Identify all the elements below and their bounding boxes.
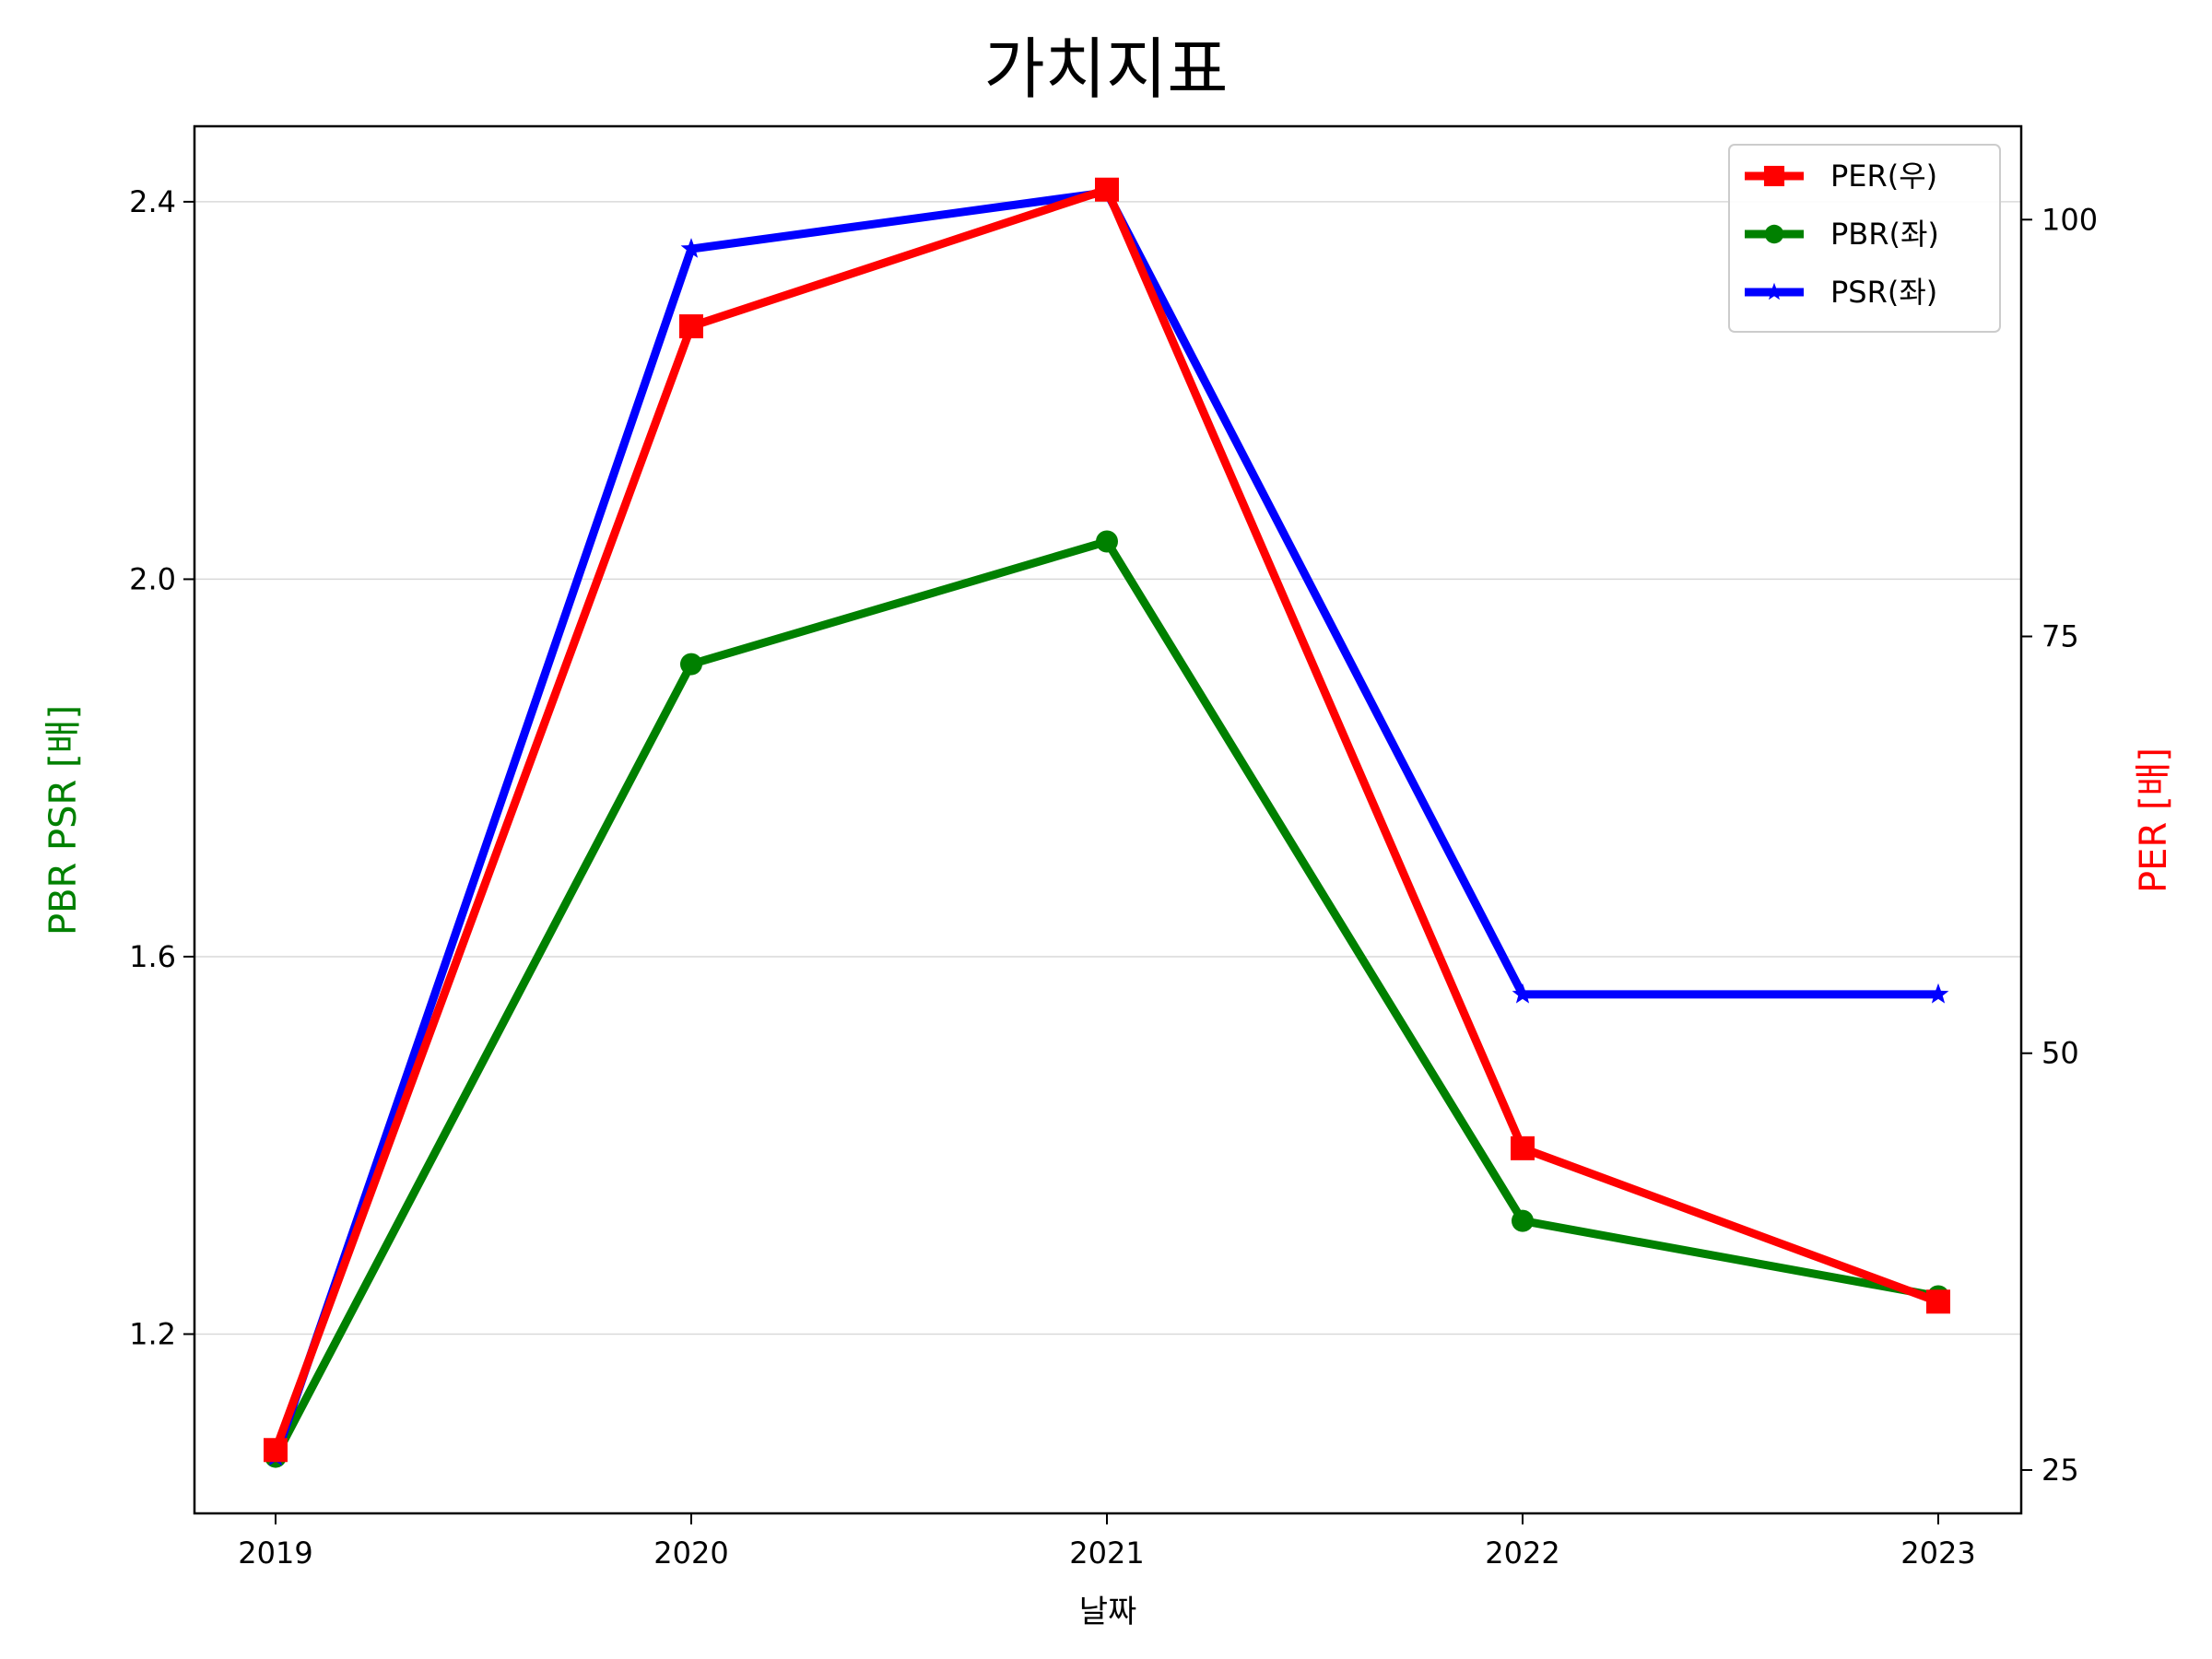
x-tick-label: 2020 xyxy=(653,1535,728,1571)
right-tick-label: 100 xyxy=(2041,202,2098,237)
data-point-pbr xyxy=(680,653,702,676)
series-pbr xyxy=(265,530,1949,1468)
legend-label-pbr: PBR(좌) xyxy=(1830,217,1939,252)
x-tick-label: 2022 xyxy=(1485,1535,1559,1571)
data-point-psr xyxy=(1512,982,1534,1004)
data-point-per xyxy=(1511,1135,1535,1160)
legend-box xyxy=(1728,144,2001,333)
data-point-pbr xyxy=(1512,1209,1534,1232)
data-point-psr xyxy=(1927,982,1949,1004)
left-tick-label: 2.4 xyxy=(129,184,176,219)
left-tick-label: 2.0 xyxy=(129,561,176,596)
right-axis-label: PER [배] xyxy=(2133,747,2175,893)
legend: PER(우) PBR(좌) PSR(좌) xyxy=(1728,144,2001,333)
left-axis-label: PBR PSR [배] xyxy=(42,705,85,935)
data-point-psr xyxy=(680,238,702,258)
data-point-per xyxy=(264,1438,288,1463)
series-layer xyxy=(264,177,1950,1468)
ticks-layer: 1.2 1.6 2.0 2.4 25 50 75 100 2019 2020 2021 2022 202… xyxy=(129,184,2098,1571)
data-point-per xyxy=(1095,177,1119,202)
x-tick-label: 2021 xyxy=(1069,1535,1144,1571)
legend-entries: PER(우) PBR(좌) PSR(좌) xyxy=(1745,159,1939,310)
chart-title: 가치지표 xyxy=(984,30,1229,108)
legend-marker-per xyxy=(1763,165,1785,187)
data-point-pbr xyxy=(1096,530,1118,553)
x-tick-label: 2019 xyxy=(238,1535,312,1571)
data-point-per xyxy=(1926,1289,1950,1314)
legend-marker-pbr xyxy=(1764,224,1784,244)
legend-label-psr: PSR(좌) xyxy=(1830,275,1937,310)
x-axis-label: 날짜 xyxy=(1079,1594,1137,1630)
right-tick-label: 50 xyxy=(2041,1036,2079,1071)
legend-marker-psr xyxy=(1765,282,1783,300)
left-tick-label: 1.6 xyxy=(129,939,176,974)
legend-label-per: PER(우) xyxy=(1830,159,1937,194)
data-point-per xyxy=(679,314,703,339)
x-tick-label: 2023 xyxy=(1900,1535,1975,1571)
right-tick-label: 75 xyxy=(2041,619,2079,654)
left-tick-label: 1.2 xyxy=(129,1316,176,1351)
series-per xyxy=(264,177,1950,1463)
right-tick-label: 25 xyxy=(2041,1453,2079,1488)
